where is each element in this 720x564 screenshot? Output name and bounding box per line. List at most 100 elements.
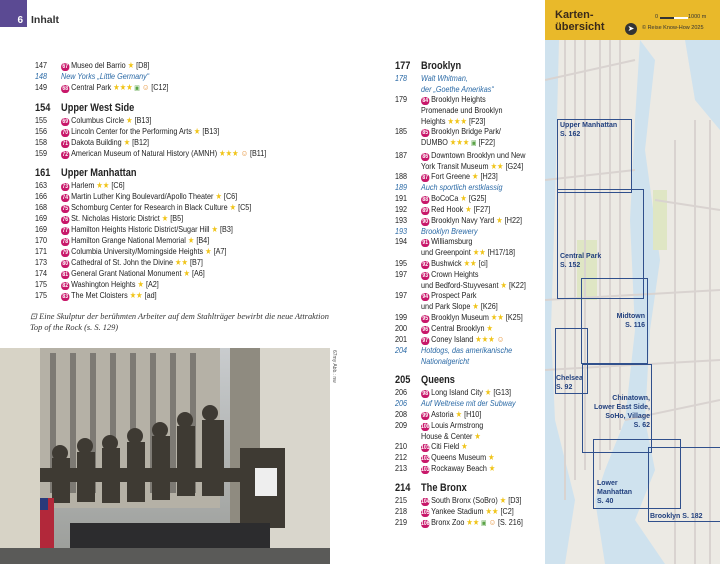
- map-area-chinatown[interactable]: [582, 364, 652, 453]
- map-area-upper-manhattan[interactable]: [557, 119, 632, 193]
- toc-entry[interactable]: 193 90 Brooklyn Navy Yard ★ [H22]: [395, 215, 546, 226]
- toc-entry[interactable]: 178 Walt Whitman, der „Goethe Amerikas“: [395, 73, 546, 94]
- rating-stars-icon: ★: [470, 301, 479, 312]
- map-area-midtown[interactable]: [581, 278, 648, 364]
- entry-text: 92 Bushwick ★★ [ci]: [421, 258, 488, 269]
- map-grid-ref: [B11]: [249, 148, 267, 159]
- toc-entry[interactable]: 166 74 Martin Luther King Boulevard/Apollo…: [35, 191, 312, 203]
- toc-entry[interactable]: 174 81 General Grant National Monument ★ […: [35, 268, 312, 280]
- rating-stars-icon: ★★: [464, 517, 480, 528]
- rating-stars-icon: ★★: [483, 506, 499, 517]
- toc-entry[interactable]: 188 87 Fort Greene ★ [H23]: [395, 171, 546, 183]
- map-area-central-park[interactable]: [557, 189, 644, 299]
- poi-number-badge: 81: [61, 271, 70, 280]
- toc-entry[interactable]: 158 71 Dakota Building ★ [B12]: [35, 137, 312, 149]
- overview-map[interactable]: Karten- übersicht ➤ 0 1000 m © Reise Kno…: [545, 0, 720, 564]
- toc-entry[interactable]: 175 82 Washington Heights ★ [A2]: [35, 279, 312, 291]
- toc-entry[interactable]: 197 94 Prospect Park und Park Slope ★ [K26…: [395, 290, 546, 312]
- toc-entry[interactable]: 169 76 St. Nicholas Historic District ★ [B…: [35, 213, 312, 225]
- toc-entry[interactable]: 212 102 Queens Museum ★: [395, 452, 546, 464]
- toc-entry[interactable]: 148 New Yorks „Little Germany“: [35, 71, 312, 82]
- entry-name: South Bronx (SoBro): [431, 495, 498, 506]
- toc-entry[interactable]: 147 67 Museo del Barrio ★ [D8]: [35, 60, 312, 71]
- map-area-lower-manhattan[interactable]: [593, 439, 681, 509]
- entry-text: 76 St. Nicholas Historic District ★ [B5]: [61, 213, 183, 225]
- toc-entry[interactable]: 169 77 Hamilton Heights Historic District/…: [35, 224, 312, 236]
- toc-entry[interactable]: 173 80 Cathedral of St. John the Divine ★★…: [35, 257, 312, 269]
- toc-entry[interactable]: 189 Auch sportlich erstklassig: [395, 182, 546, 193]
- entry-name: Brooklyn Bridge Park/ DUMBO: [421, 126, 501, 148]
- toc-entry[interactable]: 200 96 Central Brooklyn ★: [395, 323, 546, 335]
- entry-text: 70 Lincoln Center for the Performing Arts…: [61, 126, 219, 138]
- rating-stars-icon: ★: [486, 452, 495, 463]
- toc-entry[interactable]: 195 92 Bushwick ★★ [ci]: [395, 258, 546, 269]
- toc-entry[interactable]: 209 100 Louis Armstrong House & Center ★: [395, 420, 546, 442]
- toc-entry[interactable]: 197 93 Crown Heights und Bedford-Stuyvesan…: [395, 269, 546, 291]
- toc-entry[interactable]: 218 105 Yankee Stadium ★★ [C2]: [395, 506, 546, 518]
- entry-name: Harlem: [71, 180, 95, 191]
- poi-number-badge: 85: [421, 129, 430, 138]
- poi-number-badge: 106: [421, 520, 430, 529]
- entry-text: 100 Louis Armstrong House & Center ★: [421, 420, 483, 442]
- toc-entry[interactable]: 163 73 Harlem ★★ [C6]: [35, 180, 312, 192]
- entry-name: Citi Field: [431, 441, 460, 452]
- toc-entry[interactable]: 191 88 BoCoCa ★ [G25]: [395, 193, 546, 204]
- map-grid-ref: [A2]: [145, 279, 159, 290]
- toc-entry[interactable]: 206 Auf Weltreise mit der Subway: [395, 398, 546, 409]
- poi-number-badge: 101: [421, 444, 430, 453]
- section-heading: 214 The Bronx: [395, 482, 546, 495]
- toc-entry[interactable]: 187 86 Downtown Brooklyn und New York Tran…: [395, 150, 546, 172]
- map-area-chelsea[interactable]: [555, 328, 588, 394]
- rating-stars-icon: ★★★: [473, 334, 495, 345]
- toc-entry[interactable]: 175 83 The Met Cloisters ★★ [ad]: [35, 290, 312, 302]
- toc-entry[interactable]: 210 101 Citi Field ★: [395, 441, 546, 453]
- section-page: 214: [395, 482, 411, 495]
- rating-stars-icon: ★: [494, 214, 503, 225]
- entry-name: Columbus Circle: [71, 115, 125, 126]
- toc-entry[interactable]: 170 78 Hamilton Grange National Memorial ★…: [35, 235, 312, 247]
- toc-entry[interactable]: 192 89 Red Hook ★ [F27]: [395, 204, 546, 215]
- rating-stars-icon: ★: [191, 126, 201, 137]
- map-grid-ref: [F27]: [473, 203, 491, 214]
- entry-text: Walt Whitman, der „Goethe Amerikas“: [421, 73, 494, 94]
- toc-entry[interactable]: 155 69 Columbus Circle ★ [B13]: [35, 115, 312, 127]
- toc-entry[interactable]: 204 Hotdogs, das amerikanische Nationalge…: [395, 345, 546, 366]
- toc-entry[interactable]: 199 95 Brooklyn Museum ★★ [K25]: [395, 312, 546, 324]
- toc-entry[interactable]: 215 104 South Bronx (SoBro) ★ [D3]: [395, 495, 546, 507]
- rating-stars-icon: ★★★: [217, 148, 239, 159]
- toc-entry[interactable]: 208 99 Astoria ★ [H10]: [395, 409, 546, 420]
- entry-text: 104 South Bronx (SoBro) ★ [D3]: [421, 495, 521, 507]
- toc-entry[interactable]: 193 Brooklyn Brewery: [395, 226, 546, 237]
- toc-entry[interactable]: 185 85 Brooklyn Bridge Park/ DUMBO ★★★ ▣ […: [395, 126, 546, 150]
- toc-entry[interactable]: 219 106 Bronx Zoo ★★ ▣ ☺ [S. 216]: [395, 517, 546, 530]
- entry-name: Brooklyn Navy Yard: [431, 214, 495, 225]
- poi-number-badge: 68: [61, 84, 70, 93]
- toc-entry[interactable]: 179 84 Brooklyn Heights Promenade und Broo…: [395, 94, 546, 126]
- entry-page: 210: [395, 441, 408, 452]
- poi-number-badge: 77: [61, 227, 70, 236]
- entry-page: 191: [395, 192, 408, 203]
- entry-text: 91 Williamsburg und Greenpoint ★★ [H17/18…: [421, 236, 515, 258]
- map-area-brooklyn[interactable]: [648, 447, 720, 522]
- entry-text: 80 Cathedral of St. John the Divine ★★ [B…: [61, 257, 203, 269]
- toc-entry[interactable]: 194 91 Williamsburg und Greenpoint ★★ [H17…: [395, 236, 546, 258]
- entry-page: 201: [395, 334, 408, 345]
- toc-entry[interactable]: 156 70 Lincoln Center for the Performing A…: [35, 126, 312, 138]
- entry-text: 102 Queens Museum ★: [421, 452, 495, 464]
- entry-name: Central Park: [71, 81, 112, 92]
- toc-entry[interactable]: 159 72 American Museum of Natural History …: [35, 148, 312, 160]
- toc-entry[interactable]: 213 103 Rockaway Beach ★: [395, 463, 546, 475]
- entry-name: Prospect Park und Park Slope: [421, 290, 477, 312]
- toc-entry[interactable]: 168 75 Schomburg Center for Research in Bl…: [35, 202, 312, 214]
- entry-page: 163: [35, 180, 48, 191]
- toc-entry[interactable]: 149 68 Central Park ★★★ ▣ ☺ [C12]: [35, 82, 312, 95]
- toc-entry[interactable]: 206 98 Long Island City ★ [G13]: [395, 387, 546, 399]
- toc-entry[interactable]: 171 79 Columbia University/Morningside Hei…: [35, 246, 312, 258]
- entry-page: 208: [395, 408, 408, 419]
- rating-stars-icon: ★★: [173, 257, 188, 268]
- toc-entry[interactable]: 201 97 Coney Island ★★★ ☺: [395, 334, 546, 346]
- poi-number-badge: 99: [421, 411, 430, 420]
- rating-stars-icon: ★★: [488, 160, 504, 171]
- entry-name: American Museum of Natural History (AMNH…: [71, 148, 218, 159]
- kid-icon: ☺: [494, 334, 505, 345]
